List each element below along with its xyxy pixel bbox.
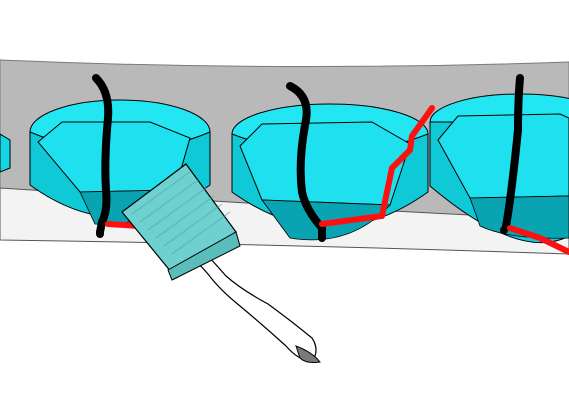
black-dot-3 xyxy=(500,226,508,234)
brush-ferrule xyxy=(167,231,241,281)
black-stroke-3 xyxy=(502,74,524,230)
puck-partial-left xyxy=(0,133,11,173)
black-stroke-1 xyxy=(92,74,113,236)
paintbrush xyxy=(121,163,321,363)
black-dot-2 xyxy=(318,234,326,242)
puck-3 xyxy=(429,93,569,244)
black-dot-1 xyxy=(96,230,104,238)
black-stroke-2 xyxy=(286,82,326,240)
red-stroke-2 xyxy=(319,105,435,227)
red-stroke-3 xyxy=(507,225,569,255)
puck-2 xyxy=(231,103,429,241)
brush-handle-tip xyxy=(295,345,321,363)
